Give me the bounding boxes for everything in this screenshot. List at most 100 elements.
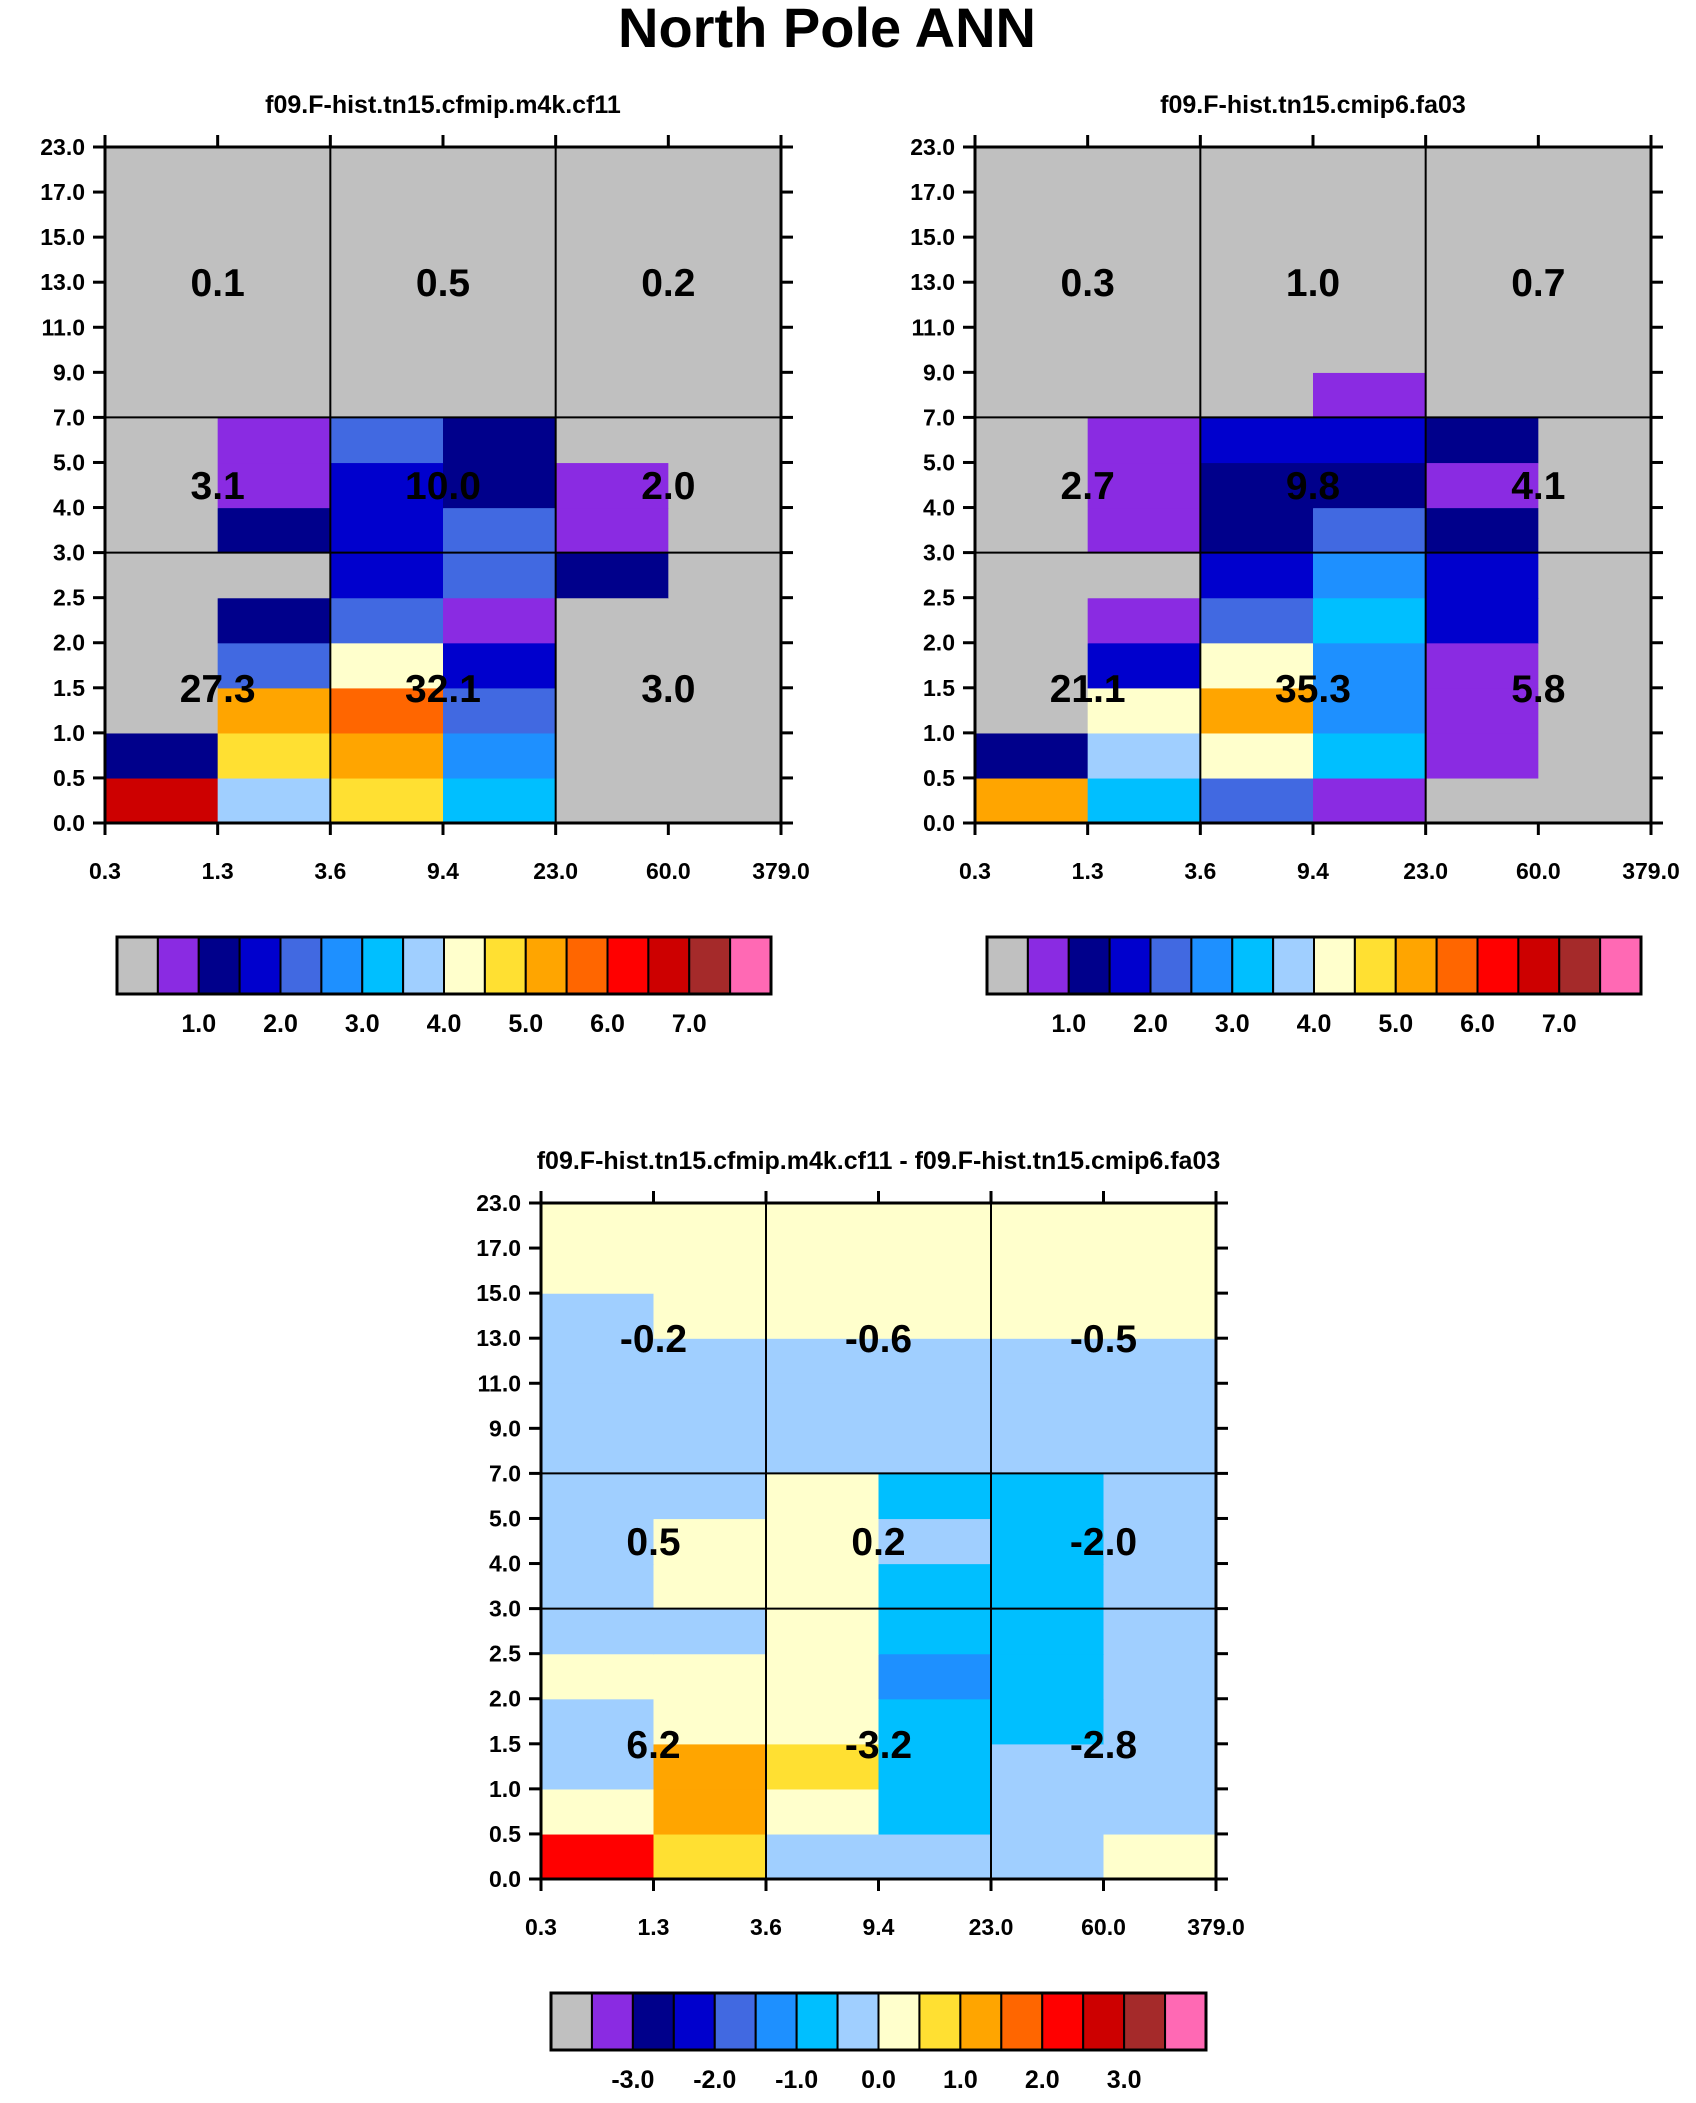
heatmap-cell (1087, 192, 1201, 238)
heatmap-cell (975, 372, 1089, 418)
colorbar-swatch (1164, 1992, 1207, 2051)
heatmap-cell (878, 1248, 992, 1294)
heatmap-cell (878, 1293, 992, 1339)
heatmap-cell (217, 507, 331, 554)
heatmap-cell (105, 687, 219, 734)
heatmap-cell (1087, 642, 1201, 689)
heatmap-cell (653, 1743, 767, 1790)
heatmap-cell (330, 687, 444, 734)
heatmap-cell (541, 1428, 655, 1474)
heatmap-cell (1425, 507, 1539, 554)
group-value-label: 0.2 (851, 1521, 905, 1564)
heatmap-cell (1425, 192, 1539, 238)
heatmap-cell (1538, 687, 1652, 734)
heatmap-cell (1103, 1563, 1217, 1610)
heatmap-cell (217, 327, 331, 373)
heatmap-cell (1538, 282, 1652, 328)
colorbar-swatch (631, 1992, 675, 2051)
panel-title: f09.F-hist.tn15.cfmip.m4k.cf11 (265, 91, 621, 119)
colorbar-swatch (197, 936, 241, 995)
y-tick-label: 2.0 (53, 630, 85, 656)
group-value-label: 1.0 (1286, 262, 1340, 305)
heatmap-cell (555, 552, 669, 599)
y-tick-label: 11.0 (912, 314, 956, 340)
y-tick-label: 1.5 (53, 675, 85, 701)
heatmap-cell (668, 282, 782, 328)
heatmap-cell (1087, 372, 1201, 418)
colorbar-label: 4.0 (427, 1010, 462, 1038)
heatmap-cell (1103, 1743, 1217, 1790)
colorbar-swatch (1558, 936, 1602, 995)
colorbar-label: 4.0 (1297, 1010, 1332, 1038)
group-value-label: 6.2 (626, 1724, 680, 1767)
heatmap-cell (217, 597, 331, 644)
y-tick-label: 4.0 (489, 1551, 521, 1577)
colorbar-label: 2.0 (263, 1010, 298, 1038)
heatmap-cell (653, 1698, 767, 1745)
heatmap-cell (1103, 1428, 1217, 1474)
colorbar-swatch (1026, 936, 1070, 995)
heatmap-cell (668, 552, 782, 599)
heatmap-cell (991, 1563, 1105, 1610)
heatmap-cell (217, 282, 331, 328)
heatmap-cell (668, 597, 782, 644)
heatmap-cell (975, 687, 1089, 734)
heatmap-cell (217, 462, 331, 509)
heatmap-cell (541, 1203, 655, 1249)
heatmap-cell (555, 147, 669, 193)
y-tick-label: 4.0 (923, 495, 955, 521)
heatmap-cell (1313, 552, 1427, 599)
heatmap-cell (653, 1563, 767, 1610)
colorbar-swatch (606, 936, 650, 995)
group-value-label: 4.1 (1511, 465, 1565, 508)
colorbar-swatch (986, 936, 1029, 995)
heatmap-cell (878, 1518, 992, 1565)
colorbar-swatch (1353, 936, 1397, 995)
heatmap-cell (1313, 642, 1427, 689)
heatmap-cell (105, 597, 219, 644)
colorbar-swatch (688, 936, 732, 995)
colorbar-swatch (1000, 1992, 1044, 2051)
heatmap-cell (653, 1338, 767, 1384)
heatmap-cell (330, 417, 444, 464)
heatmap-cell (541, 1698, 655, 1745)
colorbar-swatch (1041, 1992, 1085, 2051)
y-tick-label: 3.0 (923, 540, 955, 566)
heatmap-cell (105, 732, 219, 779)
heatmap-cell (1425, 732, 1539, 779)
heatmap-cell (766, 1518, 880, 1565)
colorbar-swatch (443, 936, 486, 995)
heatmap-cell (668, 417, 782, 464)
heatmap-cell (330, 597, 444, 644)
heatmap-cell (443, 462, 557, 509)
y-tick-label: 7.0 (489, 1460, 521, 1486)
colorbar-label: 7.0 (1542, 1010, 1577, 1038)
colorbar-label: 3.0 (1107, 2066, 1142, 2094)
heatmap-cell (1313, 777, 1427, 824)
heatmap-cell (975, 282, 1089, 328)
x-tick-label: 1.3 (638, 1914, 670, 1940)
heatmap-cell (766, 1563, 880, 1610)
colorbar-swatch (1313, 936, 1356, 995)
colorbar-label: 7.0 (672, 1010, 707, 1038)
heatmap-cell (105, 372, 219, 418)
y-tick-label: 1.5 (923, 675, 955, 701)
heatmap-cell (443, 552, 557, 599)
heatmap-cell (1200, 192, 1314, 238)
heatmap-cell (1103, 1698, 1217, 1745)
heatmap-cell (991, 1338, 1105, 1384)
heatmap-cell (1313, 507, 1427, 554)
heatmap-cell (1200, 327, 1314, 373)
y-tick-label: 17.0 (476, 1235, 521, 1261)
colorbar-swatch (1108, 936, 1152, 995)
heatmap-cell (443, 372, 557, 418)
heatmap-cell (1103, 1653, 1217, 1700)
colorbar-swatch (320, 936, 364, 995)
heatmap-cell (1087, 147, 1201, 193)
y-tick-label: 15.0 (476, 1280, 521, 1306)
colorbar-frame (985, 935, 1643, 996)
heatmap-cell (1425, 552, 1539, 599)
heatmap-cell (668, 462, 782, 509)
heatmap-cell (217, 237, 331, 283)
x-tick-label: 3.6 (750, 1914, 782, 1940)
